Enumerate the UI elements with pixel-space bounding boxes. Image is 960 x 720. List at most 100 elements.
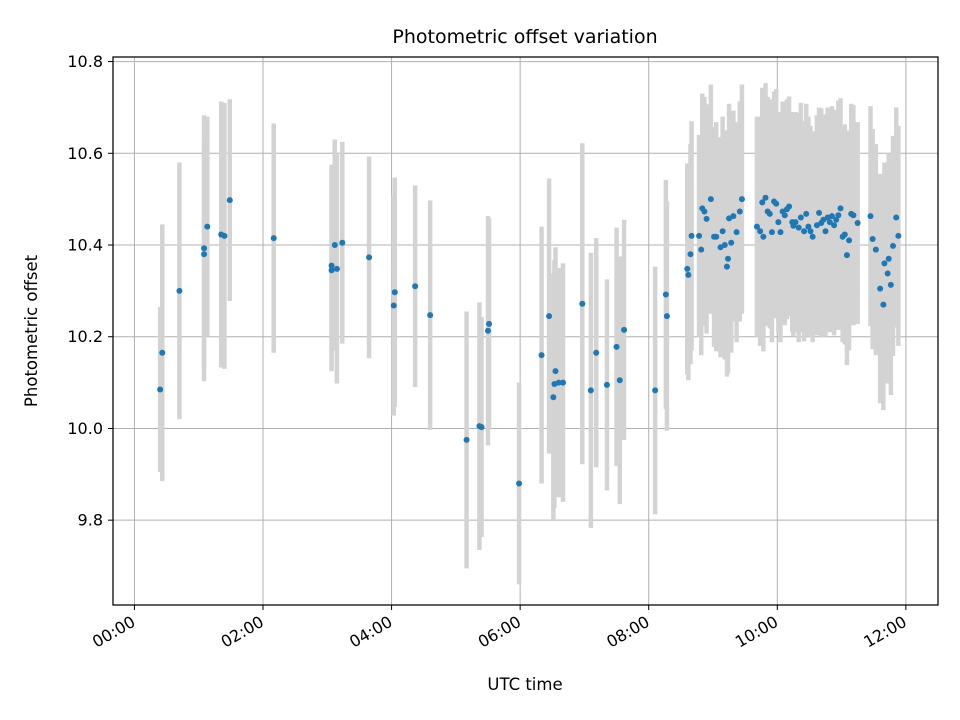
data-point xyxy=(833,216,840,223)
data-point xyxy=(485,327,491,334)
data-point xyxy=(226,197,233,204)
data-point xyxy=(159,349,166,356)
data-point xyxy=(777,229,784,236)
x-axis: 00:00 02:00 04:00 06:00 08:00 10:00 12:00 xyxy=(89,605,910,652)
data-point xyxy=(850,212,857,219)
chart-title: Photometric offset variation xyxy=(392,26,657,48)
data-point xyxy=(339,239,346,246)
data-point xyxy=(872,246,879,253)
y-tick-label: 9.8 xyxy=(78,511,103,530)
y-axis-label: Photometric offset xyxy=(22,254,41,407)
data-point xyxy=(775,219,782,226)
data-point xyxy=(201,251,208,258)
data-point xyxy=(201,245,208,252)
data-point xyxy=(707,196,714,203)
data-point xyxy=(684,265,691,272)
data-point xyxy=(841,231,848,238)
data-point xyxy=(766,210,773,217)
y-axis: 9.8 10.0 10.2 10.4 10.6 10.8 xyxy=(67,52,113,530)
data-point xyxy=(884,270,891,277)
data-point xyxy=(366,254,373,261)
data-point xyxy=(843,252,850,259)
data-point xyxy=(831,222,838,229)
data-point xyxy=(701,208,708,215)
data-point xyxy=(723,263,730,270)
data-point xyxy=(760,233,767,240)
data-point xyxy=(890,242,896,249)
data-point xyxy=(616,377,623,384)
x-tick-label: 06:00 xyxy=(475,612,524,652)
data-point xyxy=(895,232,902,239)
data-point xyxy=(730,213,737,220)
data-point xyxy=(835,212,842,219)
data-point xyxy=(587,387,594,394)
data-point xyxy=(333,265,340,272)
data-point xyxy=(797,214,804,221)
x-tick-label: 02:00 xyxy=(218,612,267,652)
data-point xyxy=(703,215,710,222)
data-point xyxy=(837,205,844,212)
data-point xyxy=(768,229,775,236)
data-point xyxy=(828,213,835,220)
data-point xyxy=(621,326,628,333)
y-tick-label: 10.2 xyxy=(67,327,103,346)
data-point xyxy=(822,228,829,235)
data-point xyxy=(157,386,164,393)
data-point xyxy=(733,229,740,236)
data-point xyxy=(391,289,398,296)
data-point xyxy=(809,233,816,240)
data-point xyxy=(792,219,799,226)
data-point xyxy=(757,228,764,235)
data-point xyxy=(486,320,493,327)
data-point xyxy=(795,224,802,231)
data-point xyxy=(877,285,884,292)
data-point xyxy=(885,255,892,262)
data-point xyxy=(725,255,731,262)
data-point xyxy=(663,313,670,320)
data-point xyxy=(736,208,743,215)
data-point xyxy=(328,262,335,269)
data-point xyxy=(603,381,610,388)
data-point xyxy=(759,199,766,206)
data-point xyxy=(427,312,434,319)
data-point xyxy=(728,239,735,246)
data-point xyxy=(270,235,277,242)
data-point xyxy=(652,387,659,394)
x-tick-label: 00:00 xyxy=(89,612,138,652)
data-point xyxy=(538,352,545,359)
x-tick-label: 04:00 xyxy=(346,612,395,652)
data-point xyxy=(805,223,812,230)
data-point xyxy=(869,236,876,243)
data-point xyxy=(688,232,695,239)
data-point xyxy=(555,379,562,386)
data-point xyxy=(390,302,397,309)
x-axis-label: UTC time xyxy=(487,675,562,694)
x-tick-label: 08:00 xyxy=(603,612,652,652)
data-point xyxy=(846,237,853,244)
data-point xyxy=(613,343,620,350)
data-point xyxy=(738,196,745,203)
data-point xyxy=(881,260,888,267)
data-point xyxy=(807,228,814,235)
data-point xyxy=(887,281,894,288)
data-point xyxy=(762,194,769,201)
data-point xyxy=(593,349,600,356)
data-point xyxy=(801,228,808,235)
data-point xyxy=(412,283,419,290)
data-point xyxy=(867,213,874,220)
data-point xyxy=(713,233,720,240)
data-point xyxy=(893,214,900,221)
data-point xyxy=(685,271,692,278)
data-point xyxy=(854,220,861,227)
y-tick-label: 10.4 xyxy=(67,236,103,255)
x-tick-label: 12:00 xyxy=(860,612,909,652)
data-point xyxy=(662,291,669,298)
data-point xyxy=(880,301,887,308)
axes-frame xyxy=(112,56,939,606)
data-point xyxy=(221,232,228,239)
data-point xyxy=(781,212,788,219)
data-point xyxy=(560,379,566,386)
data-point xyxy=(773,200,780,207)
data-point xyxy=(721,242,728,249)
data-point xyxy=(816,209,823,216)
